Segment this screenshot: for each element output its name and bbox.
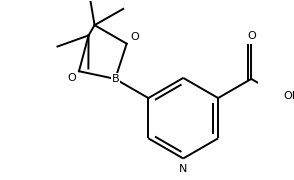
Text: O: O <box>67 73 76 83</box>
Text: O: O <box>247 31 256 41</box>
Text: N: N <box>179 164 188 174</box>
Text: OH: OH <box>283 91 294 101</box>
Text: O: O <box>130 32 139 42</box>
Text: B: B <box>111 74 119 84</box>
